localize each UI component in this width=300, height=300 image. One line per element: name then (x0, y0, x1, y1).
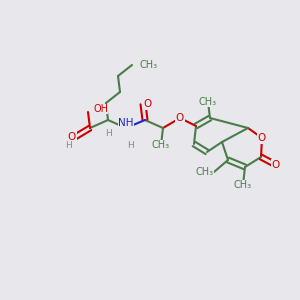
Text: H: H (106, 130, 112, 139)
Text: CH₃: CH₃ (196, 167, 214, 177)
Text: CH₃: CH₃ (234, 180, 252, 190)
Text: NH: NH (118, 118, 134, 128)
Text: CH₃: CH₃ (152, 140, 170, 150)
Text: H: H (127, 140, 134, 149)
Text: O: O (258, 133, 266, 143)
Text: CH₃: CH₃ (199, 97, 217, 107)
Text: H: H (66, 140, 72, 149)
Text: O: O (272, 160, 280, 170)
Text: O: O (144, 99, 152, 109)
Text: OH: OH (93, 104, 108, 114)
Text: CH₃: CH₃ (140, 60, 158, 70)
Text: O: O (68, 132, 76, 142)
Text: O: O (176, 113, 184, 123)
